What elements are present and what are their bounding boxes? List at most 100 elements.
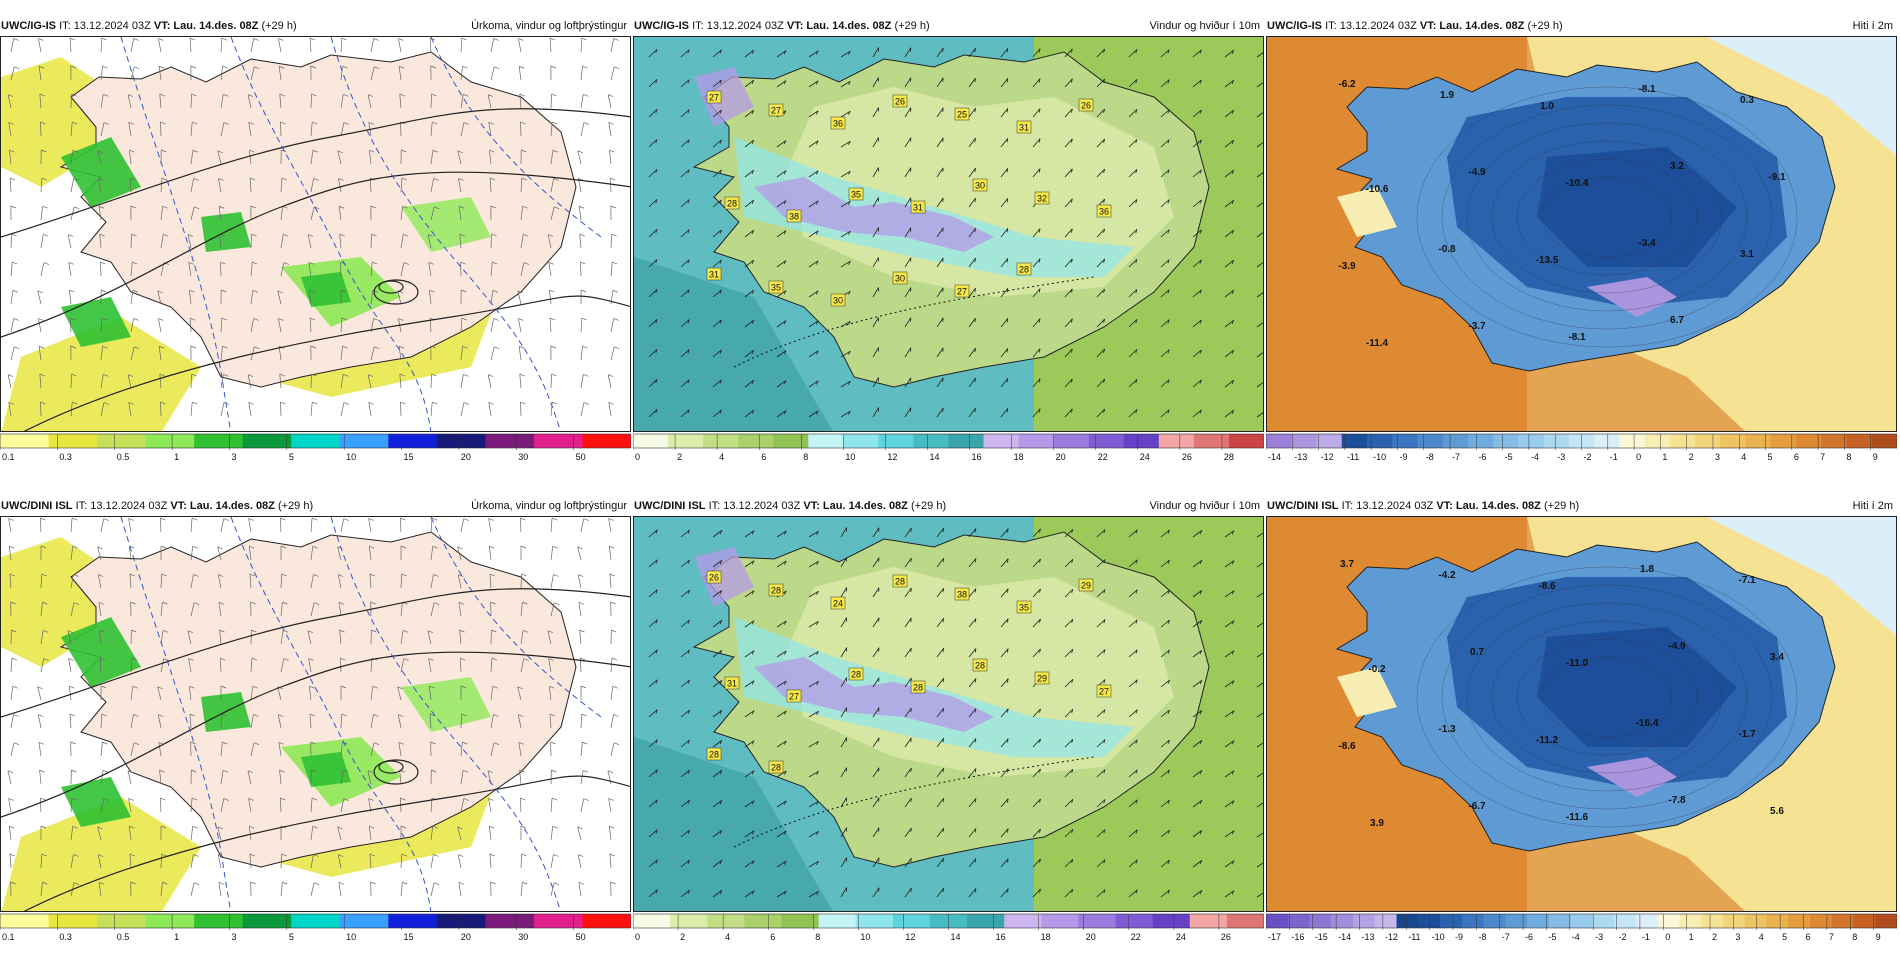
colorbar-tick-label: -14 — [1338, 932, 1351, 942]
colorbar-swatch — [1745, 914, 1767, 928]
temperature-label: 3.1 — [1740, 249, 1754, 260]
colorbar-swatch — [1288, 914, 1310, 928]
colorbar-swatch — [1019, 434, 1055, 448]
colorbar-swatch — [1229, 434, 1264, 448]
svg-text:28: 28 — [771, 586, 781, 596]
colorbar-tick-label: -15 — [1315, 932, 1328, 942]
colorbar-tick-label: 16 — [972, 452, 982, 462]
colorbar-tick-label: 5 — [289, 932, 294, 942]
colorbar-tick-label: -7 — [1452, 452, 1460, 462]
colorbar-swatch — [1004, 914, 1042, 928]
colorbar-swatch — [1875, 914, 1897, 928]
colorbar-tick-label: 12 — [905, 932, 915, 942]
colorbar-swatch — [703, 434, 739, 448]
colorbar-tick-label: 10 — [346, 932, 356, 942]
colorbar-tick-label: 12 — [887, 452, 897, 462]
valid-time: VT: Lau. 14.des. 08Z — [1436, 500, 1541, 512]
gust-label: 28 — [973, 659, 987, 671]
colorbar-swatch — [1636, 914, 1658, 928]
gust-label: 31 — [725, 677, 739, 689]
panel-title: Hiti í 2m — [1853, 16, 1893, 36]
colorbar-swatch — [878, 434, 914, 448]
svg-text:31: 31 — [1019, 123, 1029, 133]
colorbar-tick-label: 7 — [1829, 932, 1834, 942]
panel-header: UWC/DINI ISL IT: 13.12.2024 03Z VT: Lau.… — [1266, 496, 1897, 516]
temperature-label: -10.4 — [1566, 178, 1589, 189]
lead-time: (+29 h) — [1527, 20, 1562, 32]
colorbar-tick-label: 20 — [1086, 932, 1096, 942]
panel-header: UWC/IG-IS IT: 13.12.2024 03Z VT: Lau. 14… — [1266, 16, 1897, 36]
colorbar-tick-label: -6 — [1478, 452, 1486, 462]
colorbar-tick-label: -6 — [1525, 932, 1533, 942]
temperature-label: -0.2 — [1368, 664, 1386, 675]
gust-label: 31 — [1017, 121, 1031, 133]
model-name: UWC/DINI ISL — [634, 500, 706, 512]
colorbar-tick-label: 0.5 — [117, 452, 130, 462]
temperature-label: 5.6 — [1770, 806, 1784, 817]
gust-label: 30 — [831, 294, 845, 306]
colorbar-swatch — [485, 914, 534, 928]
colorbar-swatch — [1549, 914, 1571, 928]
svg-text:31: 31 — [913, 203, 923, 213]
colorbar-tick-label: 50 — [576, 452, 586, 462]
colorbar-tick-label: 4 — [1759, 932, 1764, 942]
colorbar-swatch — [1227, 914, 1264, 928]
gust-label: 30 — [973, 179, 987, 191]
colorbar-tick-label: -11 — [1347, 452, 1359, 462]
colorbar-tick-label: 10 — [845, 452, 855, 462]
gust-label: 36 — [1097, 205, 1111, 217]
svg-text:31: 31 — [727, 679, 737, 689]
colorbar-swatch — [582, 434, 631, 448]
colorbar-tick-label: 8 — [815, 932, 820, 942]
temperature-label: 0.3 — [1740, 95, 1754, 106]
gust-label: 35 — [1017, 601, 1031, 613]
colorbar-swatch — [744, 914, 782, 928]
colorbar-swatch — [1468, 434, 1494, 448]
temperature-label: -7.1 — [1738, 575, 1756, 586]
colorbar-swatch — [340, 434, 389, 448]
colorbar-swatch — [1190, 914, 1228, 928]
colorbar-tick-label: 10 — [346, 452, 356, 462]
colorbar-tick-label: -12 — [1321, 452, 1334, 462]
colorbar-swatch — [437, 434, 486, 448]
colorbar-tick-label: 20 — [1056, 452, 1066, 462]
panel-title: Úrkoma, vindur og loftþrýstingur — [471, 496, 627, 516]
gust-label: 36 — [831, 117, 845, 129]
temperature-label: -3.4 — [1638, 238, 1656, 249]
gust-label: 27 — [787, 690, 801, 702]
colorbar-tick-label: 2 — [677, 452, 682, 462]
colorbar-tick-label: 7 — [1820, 452, 1825, 462]
colorbar-tick-label: 8 — [803, 452, 808, 462]
colorbar-swatch — [49, 434, 98, 448]
colorbar-swatch — [1291, 434, 1317, 448]
colorbar-tick-label: 15 — [404, 452, 414, 462]
colorbar-swatch — [1089, 434, 1125, 448]
colorbar-tick-label: 1 — [174, 932, 179, 942]
init-time: IT: 13.12.2024 03Z — [1325, 20, 1417, 32]
gust-label: 38 — [787, 210, 801, 222]
colorbar-swatch — [893, 914, 931, 928]
colorbar-tick-label: 6 — [1794, 452, 1799, 462]
colorbar-tick-label: 14 — [951, 932, 961, 942]
colorbar-swatch — [1440, 914, 1462, 928]
svg-text:27: 27 — [709, 93, 719, 103]
svg-text:28: 28 — [895, 577, 905, 587]
colorbar-tick-label: 4 — [1741, 452, 1746, 462]
colorbar-tick-label: -10 — [1432, 932, 1445, 942]
colorbar-tick-label: 15 — [404, 932, 414, 942]
colorbar-tick-label: 0 — [635, 932, 640, 942]
colorbar-tick-label: 6 — [1806, 932, 1811, 942]
colorbar-swatch — [1443, 434, 1469, 448]
colorbar-swatch — [1821, 434, 1847, 448]
temperature-label: -11.4 — [1366, 338, 1389, 349]
colorbar-tick-label: 50 — [576, 932, 586, 942]
colorbar-swatch — [1462, 914, 1484, 928]
svg-text:31: 31 — [709, 270, 719, 280]
temperature-label: -4.9 — [1468, 167, 1486, 178]
colorbar-swatch — [582, 914, 631, 928]
colorbar-tick-label: 20 — [461, 452, 471, 462]
